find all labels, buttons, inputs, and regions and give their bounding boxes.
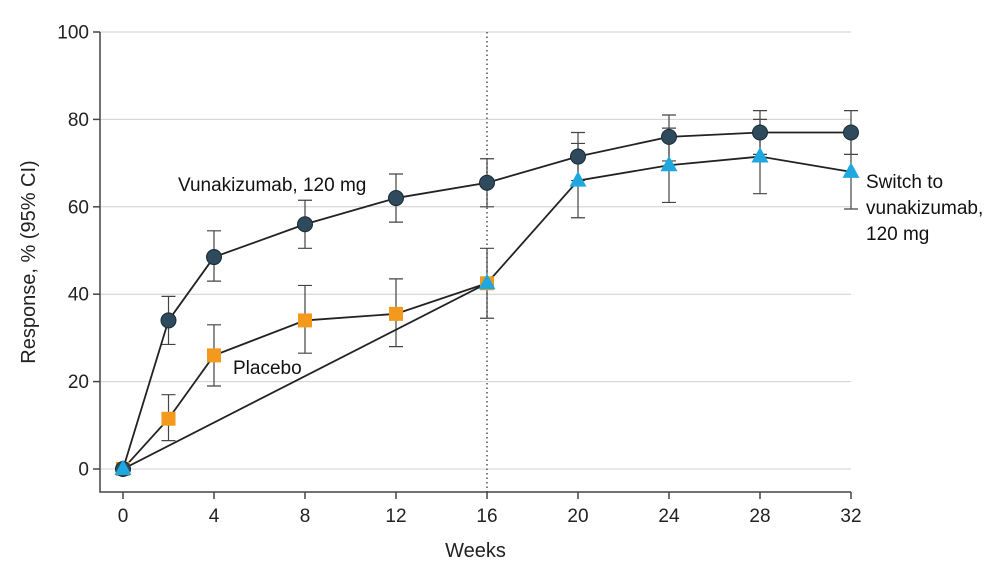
markers-vunakizumab-120-mg xyxy=(115,124,859,477)
series-line xyxy=(122,282,488,470)
x-tick-label-24: 24 xyxy=(658,506,680,527)
series xyxy=(114,110,860,477)
series-line xyxy=(122,155,852,470)
data-point xyxy=(661,128,677,145)
data-point xyxy=(160,312,177,329)
data-point xyxy=(207,348,221,363)
tick-marks-and-labels: 0 20 40 60 80 100 0 4 8 12 16 20 24 28 32 xyxy=(57,23,861,528)
label-vunakizumab-120-mg: Vunakizumab, 120 mg xyxy=(178,175,366,196)
data-point xyxy=(569,171,587,187)
y-tick-label-40: 40 xyxy=(68,285,89,306)
data-point xyxy=(842,162,860,178)
data-point xyxy=(752,124,768,141)
data-point xyxy=(751,147,769,163)
data-point xyxy=(843,124,859,141)
data-point xyxy=(570,148,586,165)
data-point xyxy=(388,190,404,207)
x-tick-label-20: 20 xyxy=(567,506,588,527)
data-point xyxy=(298,313,312,328)
series-placebo xyxy=(122,247,494,470)
data-point xyxy=(161,411,176,426)
axis-lines xyxy=(99,32,851,493)
x-tick-label-28: 28 xyxy=(749,506,770,527)
y-tick-label-20: 20 xyxy=(68,372,89,393)
x-tick-label-8: 8 xyxy=(300,506,311,527)
data-point xyxy=(206,249,222,266)
series-labels: Vunakizumab, 120 mg Placebo Switch to vunak… xyxy=(178,172,983,379)
x-tick-label-12: 12 xyxy=(385,506,406,527)
grid-lines xyxy=(100,31,851,470)
axes xyxy=(99,32,851,493)
y-tick-label-60: 60 xyxy=(68,197,89,218)
y-axis-title: Response, % (95% CI) xyxy=(18,160,40,363)
x-tick-label-4: 4 xyxy=(209,506,220,527)
data-point xyxy=(389,306,403,321)
data-point xyxy=(114,459,132,475)
data-point xyxy=(478,273,496,290)
y-tick-label-100: 100 xyxy=(57,23,89,44)
y-tick-label-80: 80 xyxy=(68,110,89,131)
series-line xyxy=(122,131,851,470)
data-point xyxy=(660,155,678,172)
x-tick-label-16: 16 xyxy=(476,506,497,527)
y-tick-label-0: 0 xyxy=(78,460,89,481)
data-point xyxy=(297,216,313,233)
label-switch-to-vunakizumab-120-mg: Switch to vunakizumab, 120 mg xyxy=(866,172,983,245)
markers-switch-to-vunakizumab-120-mg xyxy=(114,147,860,475)
label-placebo: Placebo xyxy=(233,358,302,379)
data-point xyxy=(479,174,495,191)
x-axis-title: Weeks xyxy=(445,540,506,562)
x-tick-label-0: 0 xyxy=(118,506,129,527)
x-tick-label-32: 32 xyxy=(840,506,861,527)
